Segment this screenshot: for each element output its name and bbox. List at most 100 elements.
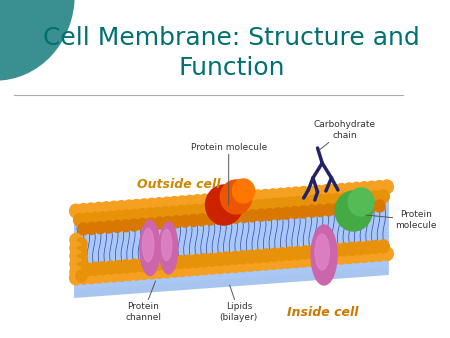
Circle shape (348, 188, 374, 216)
Circle shape (276, 198, 288, 211)
Circle shape (237, 191, 249, 205)
Circle shape (274, 188, 287, 202)
Circle shape (152, 208, 163, 220)
Circle shape (221, 259, 234, 273)
Circle shape (354, 192, 366, 205)
Circle shape (365, 248, 378, 262)
Circle shape (232, 179, 255, 203)
Ellipse shape (140, 220, 160, 275)
Circle shape (256, 209, 267, 221)
Circle shape (284, 197, 296, 210)
Circle shape (138, 199, 150, 213)
Circle shape (315, 195, 327, 208)
Circle shape (168, 196, 181, 210)
Circle shape (222, 212, 233, 224)
Circle shape (198, 194, 211, 208)
Circle shape (105, 211, 117, 224)
Circle shape (81, 213, 94, 226)
Circle shape (274, 255, 287, 269)
Circle shape (335, 191, 372, 231)
Circle shape (153, 198, 166, 211)
Circle shape (253, 249, 265, 263)
Circle shape (373, 180, 386, 194)
Text: Outside cell: Outside cell (137, 178, 220, 192)
Circle shape (97, 212, 109, 225)
Circle shape (230, 201, 241, 214)
Circle shape (335, 250, 348, 264)
Circle shape (152, 258, 163, 270)
Circle shape (154, 217, 165, 229)
Circle shape (297, 254, 310, 267)
Circle shape (214, 193, 226, 207)
Circle shape (230, 211, 241, 223)
Circle shape (328, 184, 340, 198)
Circle shape (103, 221, 114, 233)
Circle shape (259, 257, 272, 270)
Circle shape (92, 269, 105, 283)
Circle shape (305, 186, 317, 199)
Circle shape (76, 254, 87, 266)
Circle shape (130, 199, 143, 213)
Circle shape (346, 242, 358, 255)
Circle shape (340, 202, 351, 215)
Circle shape (175, 206, 187, 219)
Circle shape (206, 261, 219, 274)
Circle shape (358, 249, 370, 262)
Circle shape (171, 216, 182, 228)
Circle shape (298, 206, 309, 218)
Circle shape (137, 218, 148, 231)
Circle shape (282, 188, 295, 201)
Circle shape (252, 190, 264, 203)
Circle shape (184, 195, 196, 209)
Circle shape (97, 262, 109, 275)
Circle shape (144, 208, 156, 221)
Text: Inside cell: Inside cell (287, 307, 359, 319)
Circle shape (112, 211, 125, 223)
Circle shape (306, 205, 317, 217)
Circle shape (198, 254, 210, 267)
Circle shape (89, 262, 101, 275)
Circle shape (175, 256, 187, 269)
Circle shape (188, 214, 199, 226)
Circle shape (245, 200, 257, 213)
Circle shape (70, 266, 82, 279)
Text: Carbohydrate
chain: Carbohydrate chain (313, 120, 375, 150)
Polygon shape (74, 200, 389, 290)
Circle shape (267, 189, 279, 202)
Circle shape (335, 184, 348, 197)
Circle shape (245, 250, 257, 263)
Circle shape (229, 259, 242, 272)
Circle shape (213, 213, 224, 224)
Circle shape (70, 258, 82, 270)
Text: Protein
molecule: Protein molecule (366, 210, 437, 230)
Circle shape (123, 200, 135, 214)
Circle shape (85, 270, 97, 284)
Circle shape (229, 192, 242, 206)
Circle shape (108, 201, 120, 215)
Circle shape (136, 209, 148, 222)
Circle shape (129, 219, 140, 231)
Circle shape (206, 194, 219, 207)
Circle shape (362, 191, 374, 204)
Circle shape (381, 247, 393, 261)
Circle shape (70, 204, 82, 218)
Circle shape (272, 208, 284, 220)
Circle shape (138, 266, 150, 280)
Circle shape (77, 203, 90, 217)
Circle shape (167, 256, 179, 269)
Circle shape (206, 185, 243, 225)
Circle shape (183, 255, 195, 268)
Circle shape (198, 261, 211, 275)
Circle shape (323, 244, 335, 257)
Circle shape (214, 202, 226, 216)
Circle shape (284, 247, 296, 260)
Circle shape (76, 246, 87, 258)
Circle shape (220, 180, 252, 214)
Circle shape (297, 187, 310, 200)
Circle shape (377, 190, 389, 203)
Circle shape (307, 195, 319, 208)
Circle shape (332, 203, 343, 215)
Circle shape (369, 241, 382, 254)
Circle shape (230, 251, 241, 264)
Ellipse shape (162, 230, 172, 261)
